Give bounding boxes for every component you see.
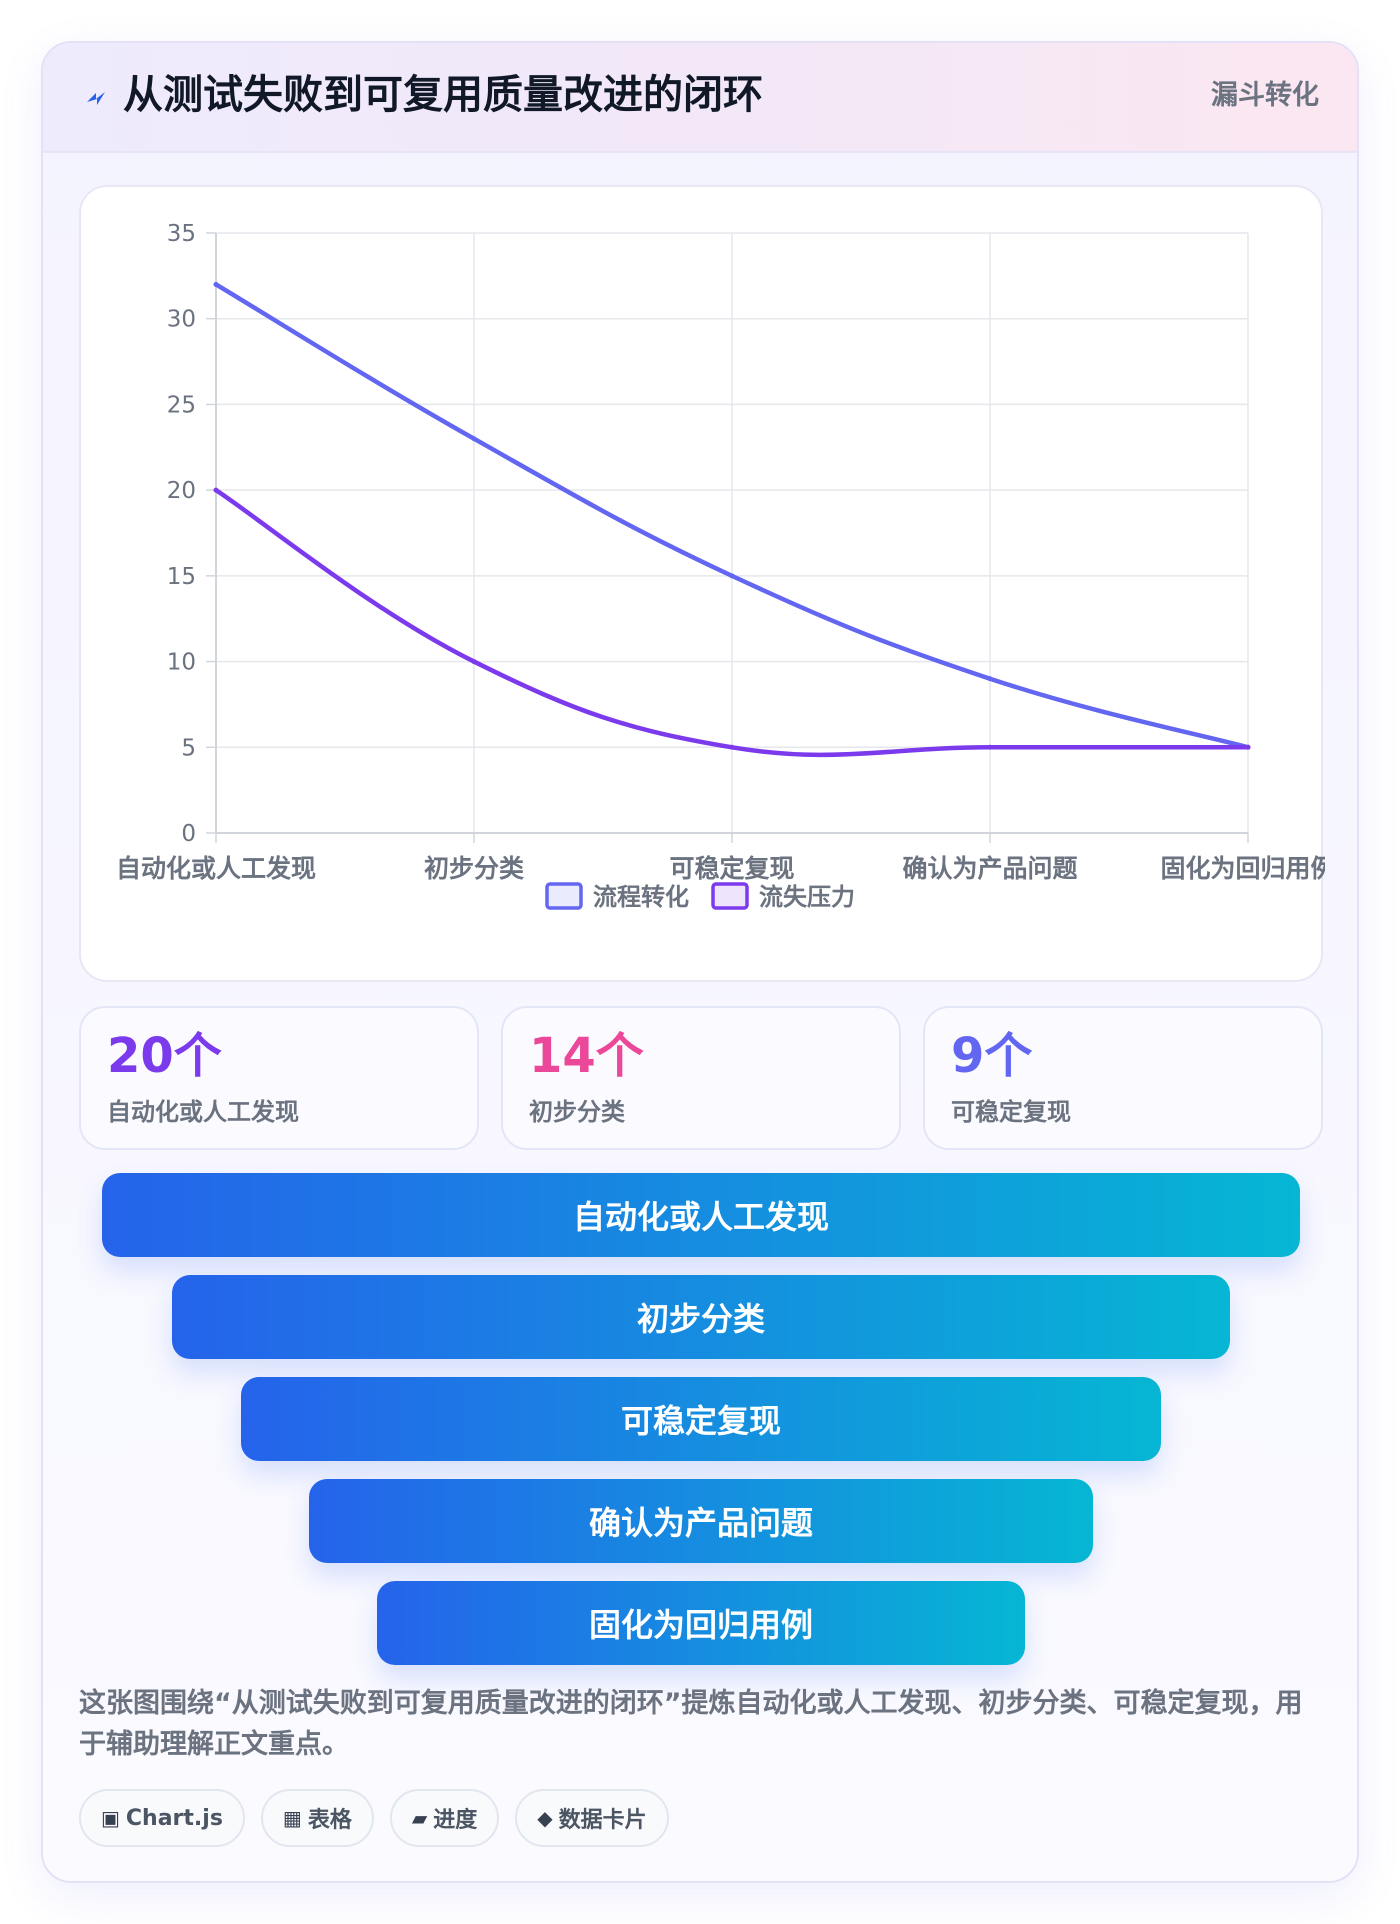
tag-data-card[interactable]: ◆ 数据卡片	[515, 1789, 669, 1847]
legend-label: 流失压力	[759, 883, 855, 911]
x-tick-label: 确认为产品问题	[902, 854, 1077, 883]
x-tick-label: 自动化或人工发现	[116, 854, 316, 883]
funnel-stage-5: 固化为回归用例	[377, 1581, 1025, 1665]
y-tick-label: 0	[181, 821, 196, 847]
data-point	[987, 676, 993, 682]
tag-list: ▣ Chart.js ▦ 表格 ▰ 进度 ◆ 数据卡片	[79, 1789, 669, 1847]
funnel-stage-1: 自动化或人工发现	[102, 1173, 1300, 1257]
y-tick-label: 25	[167, 392, 196, 418]
data-point	[1245, 744, 1251, 750]
progress-icon: ▰	[411, 1806, 428, 1830]
x-tick-label: 初步分类	[424, 854, 525, 883]
x-tick-label: 可稳定复现	[669, 854, 794, 883]
infographic-card: 从测试失败到可复用质量改进的闭环 漏斗转化 0 5 10 15 20 25 30 35 自动化或…	[41, 41, 1359, 1883]
data-point	[471, 659, 477, 665]
legend-label: 流程转化	[593, 883, 689, 911]
x-tick-label: 固化为回归用例	[1160, 854, 1325, 883]
stat-label: 自动化或人工发现	[107, 1098, 299, 1126]
card-header: 从测试失败到可复用质量改进的闭环 漏斗转化	[43, 43, 1357, 153]
tag-label: Chart.js	[125, 1805, 223, 1831]
tag-table[interactable]: ▦ 表格	[260, 1789, 374, 1847]
y-tick-label: 30	[167, 307, 196, 333]
stat-card-3: 9个 可稳定复现	[923, 1006, 1323, 1150]
y-tick-label: 15	[167, 564, 196, 590]
funnel-stage-3: 可稳定复现	[241, 1377, 1161, 1461]
y-tick-label: 20	[167, 478, 196, 504]
chart-icon: ▣	[101, 1806, 120, 1830]
tag-chartjs[interactable]: ▣ Chart.js	[79, 1789, 245, 1847]
tag-label: 进度	[433, 1808, 478, 1833]
stat-label: 初步分类	[529, 1098, 625, 1126]
tag-label: 数据卡片	[558, 1808, 647, 1833]
stat-value: 9个	[951, 1028, 1033, 1084]
lightning-icon	[87, 92, 105, 105]
y-tick-label: 5	[181, 735, 196, 761]
stat-card-2: 14个 初步分类	[501, 1006, 901, 1150]
line-chart: 0 5 10 15 20 25 30 35 自动化或人工发现 初步分类 可稳定复现 确认为产品问题 固化…	[116, 221, 1325, 911]
data-point	[213, 487, 219, 493]
description-text: 这张图围绕“从测试失败到可复用质量改进的闭环”提炼自动化或人工发现、初步分类、可…	[79, 1688, 1303, 1760]
data-point	[213, 281, 219, 287]
data-point	[729, 744, 735, 750]
tag-label: 表格	[307, 1808, 352, 1833]
y-tick-label: 10	[167, 650, 196, 676]
stat-value: 20个	[107, 1028, 222, 1084]
diamond-icon: ◆	[537, 1806, 553, 1830]
data-point	[729, 573, 735, 579]
category-tag: 漏斗转化	[1211, 80, 1319, 111]
stat-value: 14个	[529, 1028, 644, 1084]
legend-swatch	[545, 882, 583, 910]
y-tick-label: 35	[167, 221, 196, 247]
line-chart-panel: 0 5 10 15 20 25 30 35 自动化或人工发现 初步分类 可稳定复现 确认为产品问题 固化…	[79, 185, 1325, 982]
tag-progress[interactable]: ▰ 进度	[389, 1789, 500, 1847]
legend-swatch	[711, 882, 749, 910]
table-icon: ▦	[282, 1806, 302, 1830]
funnel-stage-4: 确认为产品问题	[309, 1479, 1093, 1563]
stat-card-1: 20个 自动化或人工发现	[79, 1006, 479, 1150]
stat-label: 可稳定复现	[951, 1098, 1071, 1126]
data-point	[987, 744, 993, 750]
funnel-stage-2: 初步分类	[172, 1275, 1230, 1359]
data-point	[471, 436, 477, 442]
page-title: 从测试失败到可复用质量改进的闭环	[123, 72, 763, 118]
